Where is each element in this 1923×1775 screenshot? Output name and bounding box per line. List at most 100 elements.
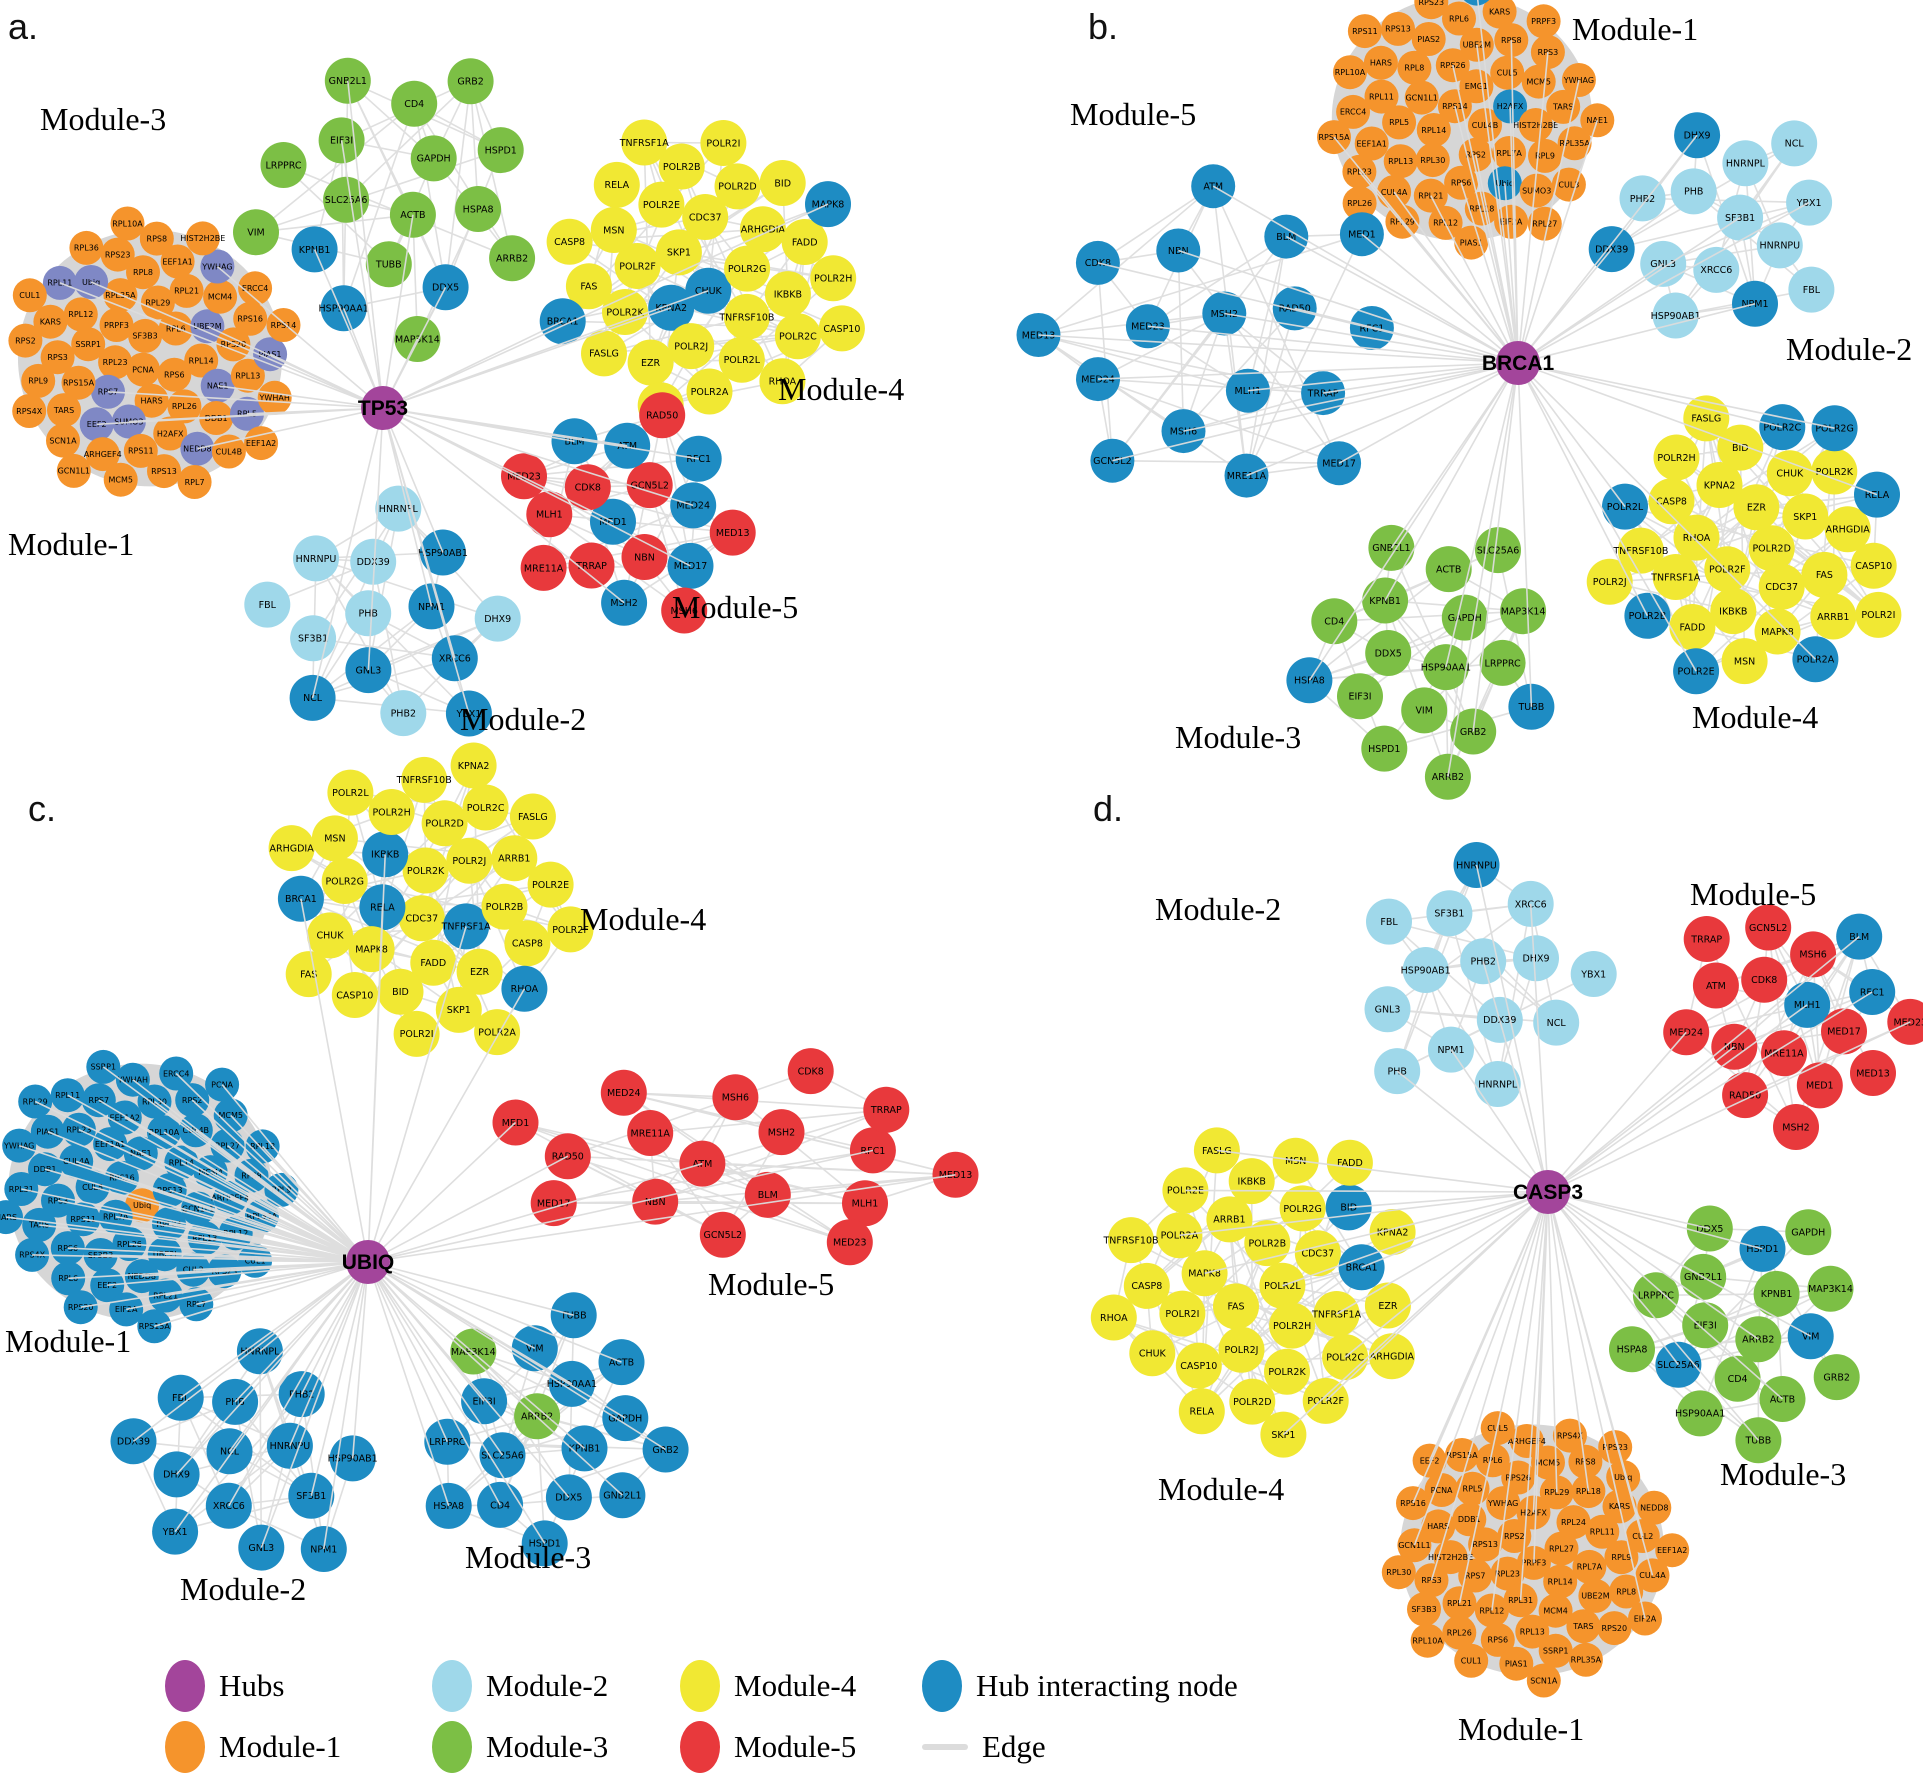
- node-label: MSH2: [1211, 309, 1238, 320]
- node: [1426, 890, 1473, 937]
- node-label: RPL6: [166, 324, 186, 333]
- node-label: CHUK: [1776, 469, 1804, 480]
- node-label: RPS11: [128, 447, 154, 456]
- node: [307, 912, 353, 959]
- node-label: ACTB: [1770, 1394, 1795, 1405]
- node-label: HSP90AA1: [1675, 1409, 1725, 1420]
- node: [1382, 105, 1417, 140]
- node-label: RPL27: [1532, 220, 1557, 229]
- node: [447, 58, 494, 105]
- node-label: KPNB1: [1369, 596, 1401, 607]
- node-label: POLR2L: [1264, 1281, 1301, 1292]
- node: [1364, 1282, 1411, 1329]
- node: [1850, 1050, 1896, 1096]
- node: [1497, 1519, 1532, 1553]
- node-label: GCN1L1: [1398, 1541, 1430, 1550]
- node-label: CASP8: [1656, 497, 1687, 508]
- node-label: RPL12: [1479, 1606, 1504, 1615]
- node: [700, 120, 747, 166]
- node: [764, 271, 811, 318]
- node-label: CASP10: [1180, 1361, 1217, 1372]
- node: [527, 861, 574, 908]
- node-label: RPL10A: [1412, 1637, 1443, 1646]
- node-label: MRE11A: [524, 563, 564, 574]
- hub-label: CASP3: [1513, 1181, 1583, 1204]
- node: [774, 313, 821, 360]
- node-label: POLR2H: [1657, 453, 1695, 464]
- node-label: PIAS1: [1505, 1660, 1528, 1669]
- node-label: DDB1: [1458, 1515, 1481, 1524]
- node-label: RPL13: [1520, 1627, 1545, 1636]
- module-1-swatch: [165, 1721, 205, 1773]
- node: [1364, 986, 1411, 1033]
- node-label: H2AFX: [1520, 1508, 1547, 1517]
- node-label: GCN5L2: [704, 1230, 742, 1241]
- node-label: HARS: [141, 397, 163, 406]
- node: [1363, 45, 1398, 80]
- node-label: NCL: [220, 1447, 240, 1458]
- panel-d-module-5: MLH1MRE11ACDK8MED17NBNMSH6MED1ATMRFC1RAD…: [1663, 904, 1923, 1150]
- module-label: Module-1: [8, 526, 134, 562]
- hub-swatch: [165, 1660, 205, 1712]
- node-label: ARRB2: [1432, 772, 1464, 783]
- node-label: LRPPRC: [429, 1437, 465, 1448]
- hub-label: UBIQ: [342, 1251, 395, 1274]
- node: [268, 825, 315, 872]
- node-label: CDC37: [1765, 582, 1798, 593]
- node: [1442, 1615, 1477, 1650]
- node-label: CD4: [1324, 617, 1344, 628]
- node: [110, 206, 145, 241]
- node-label: MRE11A: [1764, 1049, 1804, 1060]
- node-label: HSPD1: [529, 1539, 561, 1550]
- panel-c-module-3: ARRB2KPNB1SLC25A6HSP90AA1DDX5EIF3IGAPDHC…: [424, 1292, 689, 1567]
- node: [61, 365, 96, 400]
- node-label: BLM: [758, 1190, 778, 1201]
- node-label: BID: [1340, 1203, 1357, 1214]
- node-label: POLR2C: [1763, 422, 1801, 433]
- module-label: Module-3: [40, 101, 166, 137]
- node: [98, 345, 133, 380]
- node: [348, 926, 395, 973]
- node-label: POLR2F: [1307, 1396, 1344, 1407]
- node: [1722, 140, 1769, 187]
- node: [1538, 1633, 1573, 1668]
- node: [1479, 639, 1526, 686]
- node: [1683, 395, 1730, 442]
- node: [184, 343, 219, 378]
- node-label: CASP8: [1131, 1281, 1162, 1292]
- node: [1597, 1611, 1632, 1646]
- node: [1551, 167, 1586, 202]
- node-label: RPL14: [1548, 1577, 1573, 1586]
- node: [863, 1086, 910, 1133]
- node-label: FADD: [1680, 622, 1706, 633]
- node-label: RPS6: [164, 371, 185, 380]
- node: [627, 1110, 674, 1156]
- node-label: YWHAG: [1487, 1499, 1518, 1508]
- node-label: POLR2I: [400, 1029, 434, 1040]
- node-label: POLR2E: [643, 200, 680, 211]
- node: [1486, 1486, 1521, 1521]
- node: [1526, 1663, 1561, 1698]
- node-label: MLH1: [852, 1199, 879, 1210]
- node-label: MSH2: [1782, 1122, 1809, 1133]
- node: [723, 293, 770, 340]
- node: [547, 906, 594, 953]
- panel-b-module-4: POLR2D POLR2F EZR CDC37 RHOA SKP1 IKBKB KPNA2 FA…: [1586, 395, 1902, 695]
- node: [1648, 478, 1695, 525]
- node-label: RPS20: [68, 1303, 94, 1312]
- node-label: RPL31: [1508, 1596, 1533, 1605]
- panel-c: UbiqRPS16RPS13RPL7ANAE1RPL24CUL5RPL14RPL…: [0, 742, 979, 1607]
- node-label: KPNB1: [1761, 1289, 1793, 1300]
- node-label: MED24: [1081, 374, 1115, 385]
- node: [1526, 4, 1561, 39]
- node-label: TUBB: [1518, 702, 1545, 713]
- node: [1683, 916, 1730, 962]
- node: [1824, 506, 1871, 553]
- node: [455, 186, 502, 232]
- node-label: CDC37: [689, 212, 722, 223]
- node: [8, 323, 43, 358]
- node: [456, 948, 503, 995]
- node-label: RPL18: [1576, 1487, 1601, 1496]
- node: [380, 690, 427, 737]
- node-label: IKBKB: [1238, 1177, 1266, 1188]
